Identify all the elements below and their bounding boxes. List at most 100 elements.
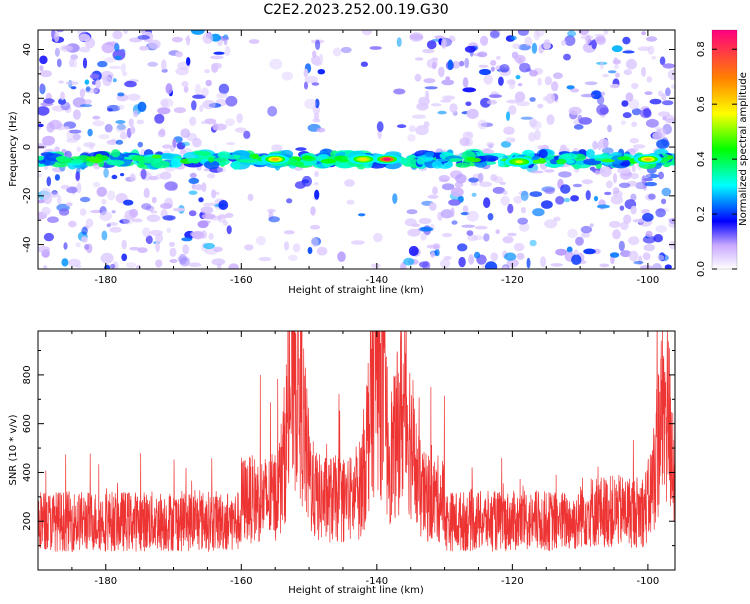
heatmap-cell <box>92 120 105 127</box>
heatmap-cell <box>92 181 101 188</box>
heatmap-cell <box>38 173 43 178</box>
heatmap-cell <box>39 55 48 65</box>
heatmap-cell <box>658 127 666 139</box>
heatmap-cell <box>112 78 117 83</box>
heatmap-band-core <box>338 158 349 163</box>
heatmap-cell <box>602 73 609 78</box>
heatmap-cell <box>566 246 573 253</box>
heatmap-cell <box>630 173 639 180</box>
heatmap-cell <box>186 57 191 66</box>
heatmap-band-core <box>131 155 145 162</box>
heatmap-cell <box>606 180 613 189</box>
heatmap-cell <box>631 164 636 173</box>
heatmap-band-cell <box>538 149 548 159</box>
heatmap-cell <box>191 231 205 240</box>
heatmap-cell <box>136 119 144 125</box>
heatmap-cell <box>563 53 571 61</box>
heatmap-cell <box>316 246 328 256</box>
heatmap-cell <box>175 51 184 58</box>
heatmap-cell <box>598 138 609 149</box>
colorbar-label: Normalized spectral amplitude <box>738 72 749 226</box>
heatmap-cell <box>202 33 214 44</box>
heatmap-cell <box>646 36 658 42</box>
heatmap-cell <box>106 223 111 228</box>
heatmap-cell <box>234 127 247 133</box>
heatmap-cell <box>75 264 82 269</box>
heatmap-cell <box>393 88 406 95</box>
heatmap-cell <box>577 114 583 122</box>
heatmap-band-core <box>38 155 44 161</box>
heatmap-cell <box>512 43 521 49</box>
heatmap-cell <box>211 189 217 199</box>
heatmap-cell <box>172 207 186 212</box>
heatmap-cell <box>578 30 590 36</box>
heatmap-cell <box>187 262 202 268</box>
heatmap-cell <box>613 64 619 70</box>
heatmap-cell <box>544 187 555 195</box>
heatmap-x-axis-label: Height of straight line (km) <box>288 285 424 296</box>
heatmap-cell <box>646 173 651 178</box>
heatmap-cell <box>155 241 160 253</box>
heatmap-cell <box>122 71 128 77</box>
heatmap-cell <box>665 118 675 124</box>
heatmap-cell <box>404 218 417 227</box>
heatmap-cell <box>450 187 464 198</box>
heatmap-cell <box>201 213 216 220</box>
heatmap-cell <box>466 210 479 222</box>
heatmap-cell <box>148 39 161 50</box>
heatmap-cell <box>114 55 122 60</box>
heatmap-cell <box>458 256 466 268</box>
heatmap-cell <box>468 254 475 265</box>
heatmap-cell <box>211 258 226 266</box>
heatmap-cell <box>81 236 88 243</box>
heatmap-cell <box>59 44 73 53</box>
heatmap-cell <box>162 144 173 149</box>
heatmap-cell <box>661 187 672 197</box>
heatmap-cell <box>659 56 666 66</box>
heatmap-cell <box>594 170 601 176</box>
heatmap-cell <box>139 45 149 51</box>
heatmap-cell <box>204 69 210 74</box>
heatmap-cell <box>56 58 62 68</box>
heatmap-cell <box>83 142 96 148</box>
heatmap-cell <box>599 166 612 178</box>
heatmap-cell <box>645 230 653 238</box>
heatmap-cell <box>461 224 476 228</box>
heatmap-cell <box>160 171 172 180</box>
heatmap-cell <box>183 86 189 93</box>
heatmap-cell <box>513 195 523 204</box>
heatmap-spot-core <box>515 160 524 164</box>
heatmap-cell <box>191 100 197 111</box>
heatmap-frame <box>37 29 676 270</box>
heatmap-cell <box>508 79 516 90</box>
heatmap-cell <box>419 226 434 232</box>
heatmap-cell <box>422 48 435 54</box>
heatmap-cell <box>501 266 508 269</box>
heatmap-cell <box>572 183 583 188</box>
heatmap-cell <box>664 264 672 269</box>
heatmap-cell <box>162 215 176 221</box>
heatmap-cell <box>43 264 48 269</box>
heatmap-band-core <box>301 155 313 160</box>
heatmap-cell <box>303 81 309 90</box>
heatmap-cell <box>667 69 675 81</box>
heatmap-band-cell <box>560 153 578 160</box>
heatmap-cell <box>486 141 495 148</box>
heatmap-cell <box>462 77 469 88</box>
heatmap-cell <box>79 208 87 216</box>
heatmap-cell <box>607 70 617 74</box>
heatmap-cell <box>117 104 125 110</box>
heatmap-cell <box>563 197 571 203</box>
snr-x-tick-label: -120 <box>501 576 524 587</box>
heatmap-cell <box>197 220 209 229</box>
heatmap-cell <box>570 88 580 93</box>
heatmap-cell <box>603 30 609 35</box>
heatmap-cell <box>429 202 437 211</box>
heatmap-cell <box>188 190 198 195</box>
heatmap-band-cell <box>111 149 121 158</box>
heatmap-noise-blobs <box>38 30 675 269</box>
heatmap-cell <box>193 184 205 191</box>
heatmap-cell <box>188 210 197 217</box>
heatmap-cell <box>550 263 563 267</box>
heatmap-cell <box>63 242 68 250</box>
